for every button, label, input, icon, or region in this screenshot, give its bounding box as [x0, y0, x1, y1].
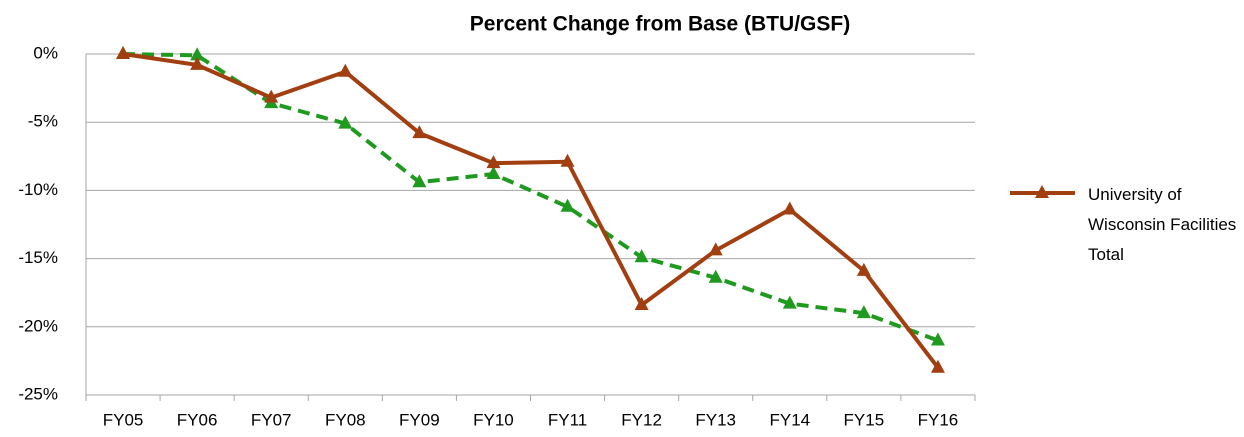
y-tick-label: -5%: [28, 112, 58, 131]
x-tick-label: FY10: [473, 410, 514, 429]
marker: [486, 166, 501, 180]
marker: [708, 242, 723, 256]
marker: [782, 295, 797, 309]
marker: [190, 47, 205, 61]
marker: [708, 269, 723, 283]
marker: [782, 201, 797, 215]
x-tick-label: FY06: [177, 410, 218, 429]
chart-title: Percent Change from Base (BTU/GSF): [470, 13, 850, 36]
marker: [634, 249, 649, 263]
marker: [560, 198, 575, 212]
legend-marker: [1035, 185, 1049, 198]
marker: [930, 359, 945, 373]
x-tick-label: FY16: [918, 410, 959, 429]
marker: [486, 155, 501, 169]
marker: [856, 262, 871, 276]
series-line: [122, 52, 940, 369]
x-tick-label: FY11: [548, 410, 587, 429]
series-line: [123, 52, 939, 343]
x-tick-label: FY05: [103, 410, 144, 429]
x-tick-label: FY09: [399, 410, 440, 429]
marker: [338, 115, 353, 129]
marker: [930, 332, 945, 346]
y-tick-label: -20%: [18, 316, 58, 335]
marker: [338, 63, 353, 77]
marker: [412, 125, 427, 139]
x-tick-label: FY08: [325, 410, 366, 429]
x-tick-label: FY14: [769, 410, 810, 429]
marker: [560, 153, 575, 167]
x-tick-label: FY15: [844, 410, 885, 429]
y-tick-label: -25%: [18, 384, 58, 403]
x-tick-label: FY12: [621, 410, 662, 429]
y-tick-label: 0%: [33, 43, 58, 62]
marker: [116, 46, 131, 59]
marker: [634, 296, 649, 310]
legend-label: University of Wisconsin Facilities Total: [1088, 185, 1237, 264]
marker: [190, 56, 205, 70]
y-tick-label: -15%: [18, 248, 58, 267]
x-tick-label: FY07: [251, 410, 292, 429]
marker: [264, 89, 279, 103]
marker: [412, 174, 427, 188]
x-tick-label: FY13: [695, 410, 736, 429]
marker: [856, 305, 871, 319]
y-tick-label: -10%: [18, 180, 58, 199]
